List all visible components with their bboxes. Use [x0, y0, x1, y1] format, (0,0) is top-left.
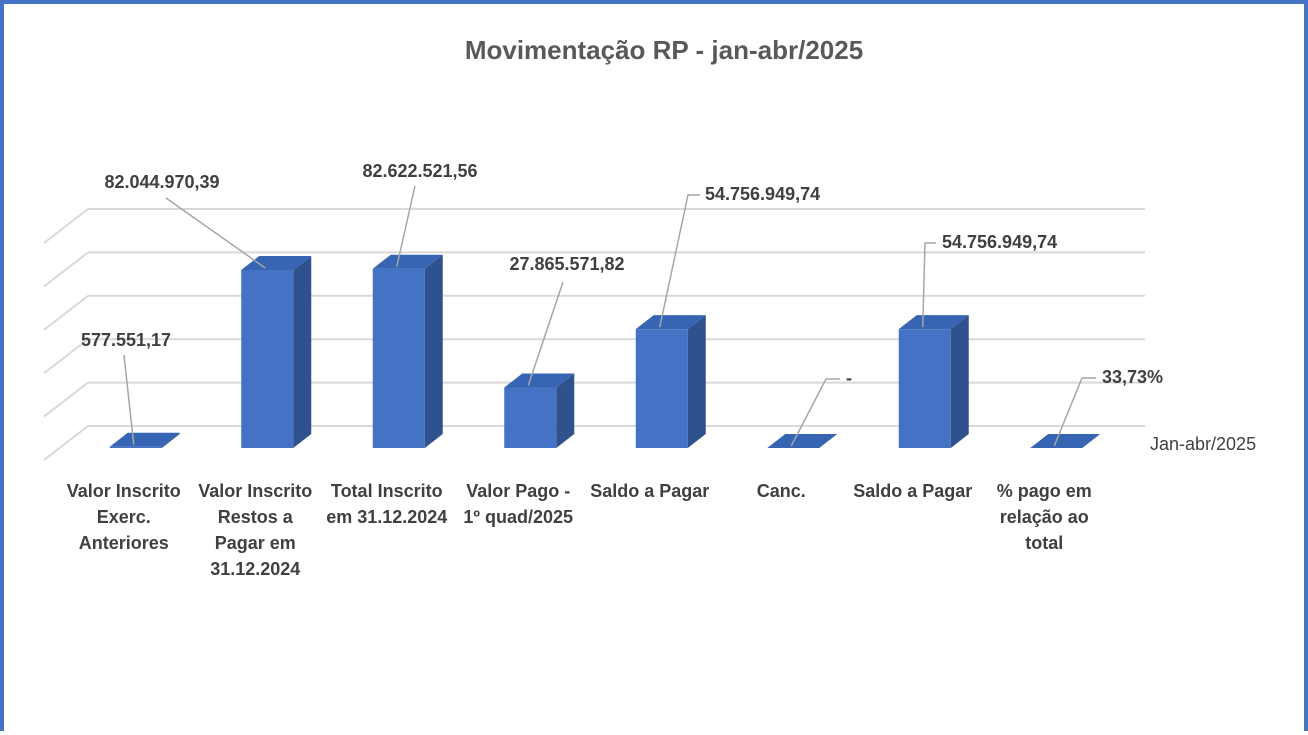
leader-line — [123, 354, 135, 445]
data-label: 54.756.949,74 — [942, 232, 1057, 252]
bar — [504, 373, 575, 448]
series-name: Jan-abr/2025 — [1150, 434, 1256, 454]
leader-line — [922, 242, 936, 328]
grid-line — [43, 381, 89, 418]
bar-front — [372, 268, 425, 448]
grid-line — [43, 251, 89, 288]
grid-line — [43, 295, 89, 331]
bar-side — [687, 315, 706, 448]
bar-side — [556, 373, 575, 448]
bar-side — [161, 432, 180, 448]
bar-top — [635, 315, 706, 330]
x-tick-label: Valor Pago - 1º quad/2025 — [463, 481, 574, 527]
bar-side — [424, 254, 443, 448]
bar — [635, 315, 706, 448]
bar-top — [109, 432, 180, 447]
bar-top — [898, 315, 969, 330]
bar — [767, 434, 838, 448]
leader-line — [790, 378, 840, 447]
leader-line — [659, 194, 700, 328]
bar — [109, 432, 180, 448]
data-label: 82.044.970,39 — [104, 172, 219, 192]
leader-line — [396, 185, 416, 267]
data-label: 33,73% — [1102, 367, 1163, 387]
x-tick-label: Valor Inscrito Restos a Pagar em 31.12.2… — [198, 481, 313, 579]
bar-top — [504, 373, 575, 388]
x-tick-label: Valor Inscrito Exerc. Anteriores — [66, 481, 181, 553]
bar-front — [898, 329, 951, 448]
bar-front — [635, 329, 688, 448]
x-tick-label: % pago em relação ao total — [996, 481, 1092, 553]
leader-line — [165, 197, 266, 269]
bar-side — [950, 315, 969, 448]
bar-top — [767, 434, 838, 448]
bar — [1030, 433, 1101, 448]
bar-side — [293, 255, 312, 448]
bar-front — [504, 387, 557, 448]
bar — [372, 254, 443, 448]
x-tick-label: Total Inscrito em 31.12.2024 — [326, 481, 448, 527]
grid-line — [43, 208, 89, 244]
grid-line — [43, 338, 89, 374]
x-tick-label: Canc. — [756, 481, 806, 501]
bar-top — [372, 254, 443, 269]
data-label: 27.865.571,82 — [509, 254, 624, 274]
bar-top — [241, 255, 312, 270]
grid-line — [43, 425, 89, 461]
bar-front — [109, 446, 162, 448]
bar-front — [241, 269, 294, 448]
bar-top — [1030, 433, 1101, 448]
data-label: - — [846, 368, 852, 388]
data-label: 82.622.521,56 — [362, 161, 477, 181]
leader-line — [1053, 377, 1096, 447]
x-tick-label: Saldo a Pagar — [853, 481, 973, 501]
data-label: 577.551,17 — [81, 330, 171, 350]
bar — [898, 315, 969, 448]
data-label: 54.756.949,74 — [705, 184, 820, 204]
x-tick-label: Saldo a Pagar — [590, 481, 710, 501]
chart-title: Movimentação RP - jan-abr/2025 — [465, 35, 863, 65]
leader-line — [527, 281, 564, 386]
bar — [241, 255, 312, 448]
